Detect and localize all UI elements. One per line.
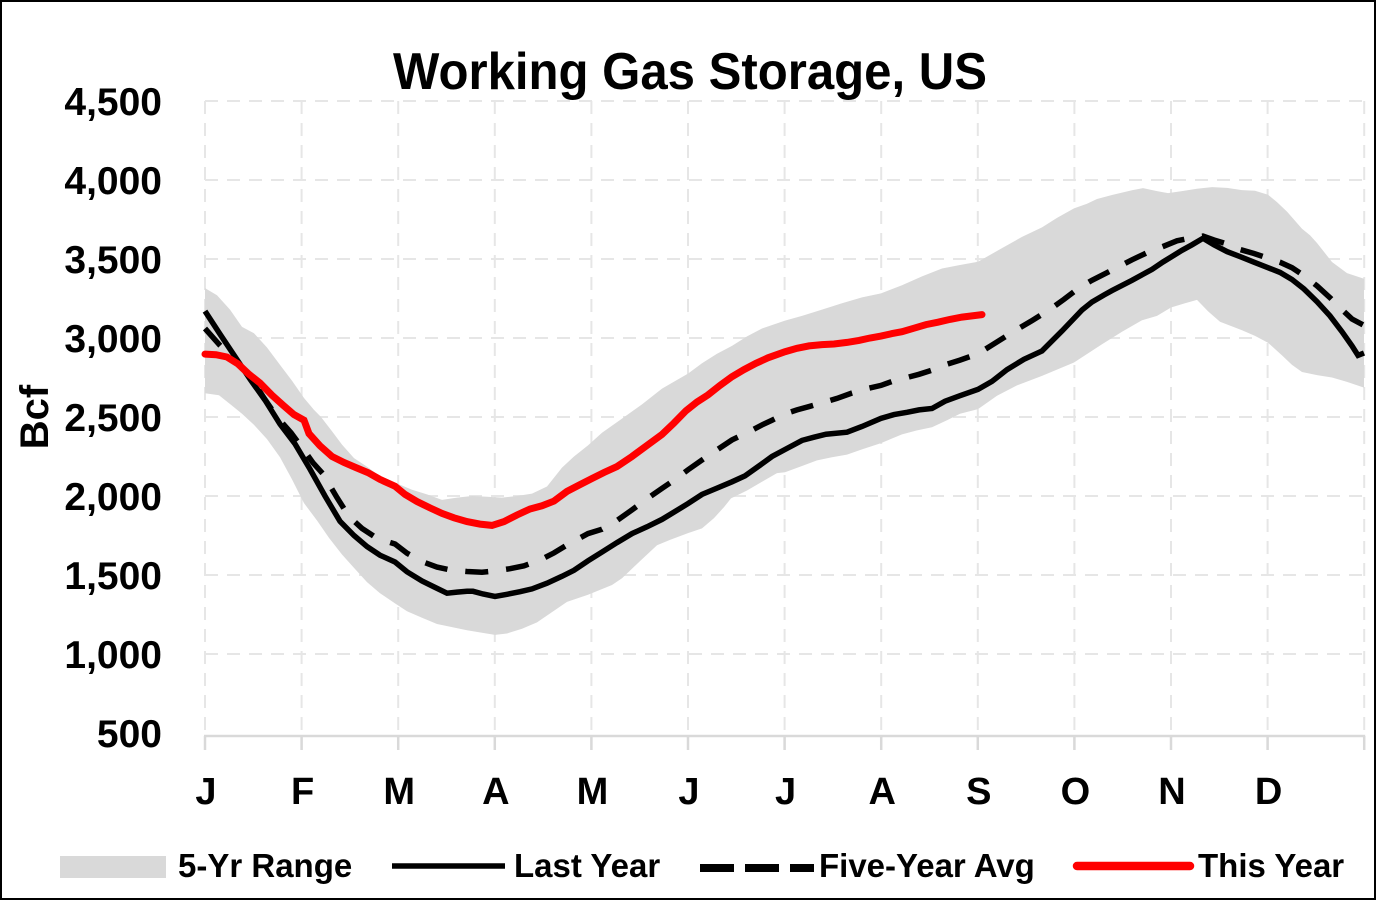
svg-text:500: 500 bbox=[97, 713, 162, 756]
svg-text:This Year: This Year bbox=[1198, 847, 1344, 884]
svg-text:O: O bbox=[1061, 771, 1091, 813]
svg-text:J: J bbox=[775, 771, 796, 813]
svg-text:J: J bbox=[678, 771, 699, 813]
svg-text:D: D bbox=[1255, 771, 1282, 813]
svg-text:Bcf: Bcf bbox=[13, 384, 57, 449]
svg-text:4,500: 4,500 bbox=[64, 81, 162, 124]
svg-text:2,000: 2,000 bbox=[64, 476, 162, 519]
svg-text:M: M bbox=[577, 771, 609, 813]
svg-text:Last Year: Last Year bbox=[514, 847, 660, 884]
svg-text:3,000: 3,000 bbox=[64, 318, 162, 361]
svg-text:2,500: 2,500 bbox=[64, 397, 162, 440]
svg-text:N: N bbox=[1158, 771, 1185, 813]
svg-text:M: M bbox=[383, 771, 415, 813]
svg-text:Working Gas Storage, US: Working Gas Storage, US bbox=[393, 43, 987, 101]
svg-text:S: S bbox=[966, 771, 991, 813]
svg-text:1,000: 1,000 bbox=[64, 634, 162, 677]
svg-text:J: J bbox=[195, 771, 216, 813]
svg-text:A: A bbox=[868, 771, 895, 813]
svg-text:4,000: 4,000 bbox=[64, 160, 162, 203]
svg-text:5-Yr Range: 5-Yr Range bbox=[178, 847, 352, 884]
svg-text:1,500: 1,500 bbox=[64, 555, 162, 598]
svg-text:A: A bbox=[482, 771, 509, 813]
svg-text:3,500: 3,500 bbox=[64, 239, 162, 282]
svg-text:Five-Year Avg: Five-Year Avg bbox=[819, 847, 1035, 884]
svg-text:F: F bbox=[291, 771, 314, 813]
